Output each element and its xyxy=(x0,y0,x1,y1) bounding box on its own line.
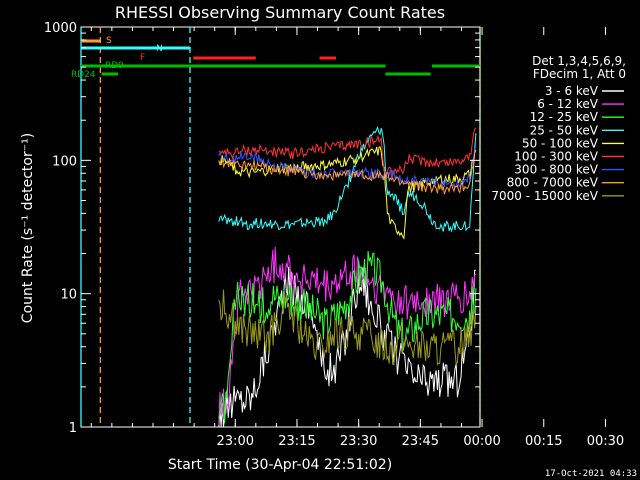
legend-entry-0: 3 - 6 keV xyxy=(545,84,599,98)
y-tick-label-3: 1000 xyxy=(44,21,77,36)
x-axis-label: Start Time (30-Apr-04 22:51:02) xyxy=(168,457,392,473)
x-tick-label-1: 23:15 xyxy=(278,434,315,449)
series-line-3 xyxy=(218,125,477,233)
series-line-5 xyxy=(218,127,477,178)
series-line-7 xyxy=(218,149,477,195)
series-line-1 xyxy=(218,246,477,425)
plot-area: S N F RD9 RD24 xyxy=(71,26,481,428)
legend-entry-2: 12 - 25 keV xyxy=(530,110,599,124)
y-axis-label: Count Rate (s⁻¹ detector⁻¹) xyxy=(20,133,36,323)
y-tick-label-0: 1 xyxy=(69,421,77,436)
flag-label-f: F xyxy=(140,53,145,63)
x-tick-label-2: 23:30 xyxy=(340,434,377,449)
chart-title: RHESSI Observing Summary Count Rates xyxy=(115,3,445,22)
flag-label-n: N xyxy=(156,44,163,54)
footer-timestamp: 17-Oct-2021 04:33 xyxy=(545,469,637,479)
x-axis: 23:00 23:15 23:30 23:45 00:00 00:15 00:30 xyxy=(90,27,624,449)
legend-header-1: FDecim 1, Att 0 xyxy=(533,67,626,81)
legend-entry-6: 300 - 800 keV xyxy=(514,163,598,177)
x-tick-label-0: 23:00 xyxy=(217,434,254,449)
x-tick-label-4: 00:00 xyxy=(463,434,500,449)
y-tick-label-2: 100 xyxy=(52,154,77,169)
legend: Det 1,3,4,5,6,9,FDecim 1, Att 0 3 - 6 keV… xyxy=(491,54,626,203)
flag-label-rd24: RD24 xyxy=(71,70,96,80)
series-line-8 xyxy=(218,289,477,367)
legend-entry-4: 50 - 100 keV xyxy=(522,136,599,150)
x-tick-label-6: 00:30 xyxy=(587,434,624,449)
x-tick-label-3: 23:45 xyxy=(402,434,439,449)
series-line-0 xyxy=(218,266,476,428)
legend-entry-3: 25 - 50 keV xyxy=(530,123,599,137)
legend-entry-5: 100 - 300 keV xyxy=(514,150,598,164)
legend-entry-1: 6 - 12 keV xyxy=(537,97,599,111)
y-axis: 1 10 100 1000 xyxy=(44,21,480,436)
legend-entry-8: 7000 - 15000 keV xyxy=(491,189,598,203)
legend-header-0: Det 1,3,4,5,6,9, xyxy=(532,54,626,68)
flag-label-rd9: RD9 xyxy=(105,61,124,71)
series-line-2 xyxy=(218,250,477,424)
flag-label-s: S xyxy=(106,36,112,46)
x-tick-label-5: 00:15 xyxy=(525,434,562,449)
legend-entry-7: 800 - 7000 keV xyxy=(507,176,599,190)
y-tick-label-1: 10 xyxy=(60,288,77,303)
